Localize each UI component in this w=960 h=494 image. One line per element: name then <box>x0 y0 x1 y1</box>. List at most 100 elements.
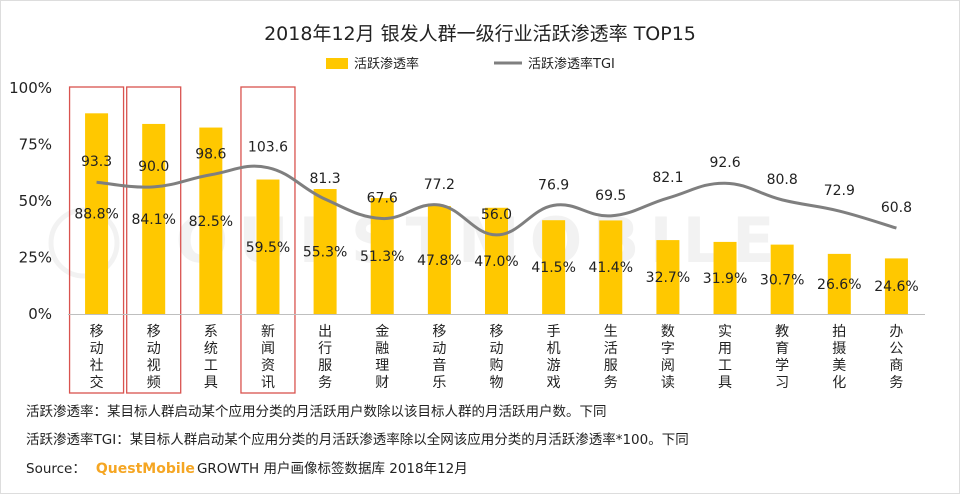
highlight-boxes <box>68 86 296 394</box>
bar-value-label: 55.3% <box>303 245 347 261</box>
x-tick-label: 移动音乐 <box>432 324 446 391</box>
source-label: Source： <box>26 461 86 477</box>
x-tick-char: 金 <box>375 324 389 340</box>
x-tick-char: 办 <box>889 324 903 340</box>
x-tick-label: 系统工具 <box>204 324 218 391</box>
x-tick-char: 新 <box>261 324 275 340</box>
legend: 活跃渗透率 活跃渗透率TGI <box>326 56 615 72</box>
x-tick-char: 摄 <box>832 341 846 357</box>
x-tick-label: 出行服务 <box>318 324 332 391</box>
bar-value-label: 26.6% <box>817 277 861 293</box>
x-tick-char: 服 <box>318 358 332 374</box>
x-tick-char: 交 <box>90 374 104 391</box>
brand-name: QuestMobile <box>96 461 195 477</box>
x-tick-char: 频 <box>147 375 161 391</box>
bar <box>313 189 337 314</box>
x-tick-char: 务 <box>604 375 618 391</box>
x-tick-char: 育 <box>775 341 789 357</box>
x-tick-label: 数字阅读 <box>661 324 675 391</box>
tgi-value-label: 81.3 <box>310 171 341 187</box>
x-tick-char: 动 <box>147 341 161 357</box>
x-tick-label: 手机游戏 <box>547 324 561 391</box>
bar <box>370 198 394 314</box>
x-tick-char: 商 <box>889 358 903 374</box>
tgi-value-label: 103.6 <box>248 140 288 156</box>
x-tick-label: 移动视频 <box>147 324 161 391</box>
bar <box>827 253 851 314</box>
x-tick-char: 社 <box>90 358 104 374</box>
bar-value-label: 41.5% <box>531 260 575 276</box>
x-tick-char: 移 <box>490 324 504 340</box>
x-tick-char: 融 <box>375 341 389 357</box>
x-tick-char: 活 <box>604 341 618 357</box>
tgi-value-label: 77.2 <box>424 177 455 193</box>
bar-value-label: 84.1% <box>131 212 175 228</box>
x-tick-label: 移动购物 <box>490 324 504 391</box>
x-tick-char: 移 <box>147 324 161 340</box>
bar <box>770 244 794 314</box>
x-tick-char: 音 <box>432 357 446 374</box>
tgi-value-label: 82.1 <box>652 170 683 186</box>
x-tick-char: 手 <box>547 324 561 340</box>
x-tick-label: 新闻资讯 <box>261 324 275 391</box>
bar <box>542 220 566 314</box>
bar-value-label: 59.5% <box>246 240 290 256</box>
y-tick-label: 75% <box>19 136 52 154</box>
bar <box>85 113 109 314</box>
legend-bar-label: 活跃渗透率 <box>354 56 419 72</box>
bar <box>142 123 166 315</box>
bar-value-label: 24.6% <box>874 279 918 295</box>
bar-value-label: 47.8% <box>417 253 461 269</box>
x-tick-char: 数 <box>661 324 675 340</box>
bar <box>656 240 680 314</box>
tgi-value-label: 92.6 <box>709 155 740 171</box>
x-tick-char: 资 <box>261 358 275 374</box>
x-tick-char: 生 <box>604 324 618 340</box>
x-tick-char: 购 <box>490 358 504 374</box>
x-tick-char: 教 <box>775 324 789 340</box>
bar-value-label: 47.0% <box>474 254 518 270</box>
tgi-value-label: 60.8 <box>881 200 912 216</box>
x-tick-char: 务 <box>889 375 903 391</box>
x-tick-char: 移 <box>432 324 446 340</box>
x-tick-char: 理 <box>375 358 389 374</box>
x-tick-char: 习 <box>775 375 789 391</box>
bar-value-label: 51.3% <box>360 249 404 265</box>
bar-value-label: 32.7% <box>646 270 690 286</box>
x-tick-label: 拍摄美化 <box>832 324 846 391</box>
x-tick-char: 具 <box>204 375 218 391</box>
bar <box>599 220 623 314</box>
tgi-value-label: 67.6 <box>367 191 398 207</box>
x-tick-label: 生活服务 <box>604 324 618 391</box>
tgi-value-label: 56.0 <box>481 207 512 223</box>
bar <box>256 179 280 314</box>
x-tick-char: 实 <box>718 324 732 340</box>
x-tick-char: 出 <box>318 324 332 340</box>
x-tick-char: 工 <box>718 358 732 374</box>
x-tick-label: 办公商务 <box>889 324 903 391</box>
x-tick-char: 移 <box>90 324 104 340</box>
x-tick-char: 服 <box>604 358 618 374</box>
x-tick-char: 闻 <box>261 341 275 357</box>
bar-value-label: 31.9% <box>703 271 747 287</box>
x-tick-char: 游 <box>547 358 561 374</box>
x-tick-label: 金融理财 <box>375 324 389 391</box>
tgi-value-label: 98.6 <box>195 147 226 163</box>
bar-series <box>85 113 908 315</box>
y-tick-label: 25% <box>19 249 52 267</box>
x-tick-char: 学 <box>775 358 789 374</box>
x-tick-char: 阅 <box>661 358 675 374</box>
legend-line-label: 活跃渗透率TGI <box>528 56 615 72</box>
highlight-box <box>126 86 182 394</box>
x-tick-char: 行 <box>318 341 332 357</box>
bar-value-label: 88.8% <box>74 207 118 223</box>
x-tick-char: 务 <box>318 375 332 391</box>
x-tick-char: 美 <box>832 358 846 374</box>
tgi-value-label: 93.3 <box>81 154 112 170</box>
tgi-value-label: 72.9 <box>824 183 855 199</box>
note-definition-1: 活跃渗透率：某目标人群启动某个应用分类的月活跃用户数除以该目标人群的月活跃用户数… <box>26 403 607 420</box>
bar-value-label: 41.4% <box>589 260 633 276</box>
bar-value-labels: 88.8% 84.1% 82.5% 59.5% 55.3% 51.3% 47.8% 47.0%… <box>74 207 918 296</box>
tgi-line-series <box>96 164 897 237</box>
